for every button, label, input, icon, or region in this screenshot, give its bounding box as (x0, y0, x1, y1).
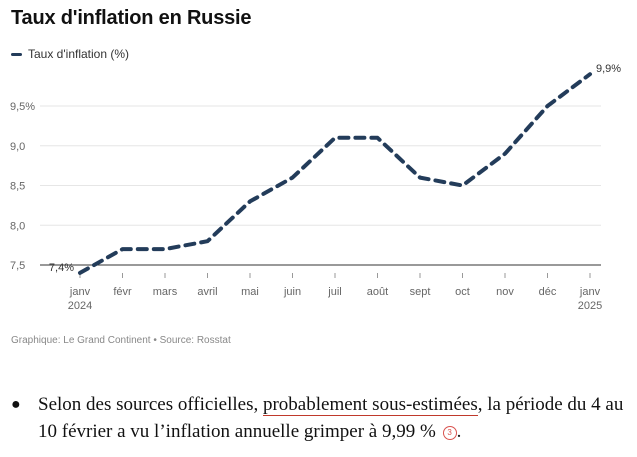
first-value-label: 7,4% (49, 262, 74, 274)
legend-label: Taux d'inflation (%) (28, 47, 130, 61)
chart-source: Graphique: Le Grand Continent • Source: … (11, 335, 231, 346)
inflation-line-chart: 7,5 8,0 8,5 9,0 9,5% janv 2024 févr mars avril mai… (10, 63, 621, 312)
x-tick-label: août (367, 286, 388, 298)
inflation-series-line (78, 72, 592, 275)
y-tick-label: 7,5 (10, 260, 25, 272)
y-tick-label: 8,0 (10, 220, 25, 232)
x-tick-label: nov (496, 286, 514, 298)
bullet-text-start: Selon des sources officielles, (38, 394, 263, 415)
x-tick-label: janv (69, 286, 91, 298)
x-tick-label: oct (455, 286, 470, 298)
x-tick-label: févr (113, 286, 132, 298)
x-tick-label: juil (327, 286, 341, 298)
bullet-text-end: , la période du 4 au 10 février a vu l’i… (38, 394, 624, 442)
underestimated-link[interactable]: probablement sous-estimées (262, 394, 478, 416)
legend: Taux d'inflation (%) (11, 47, 129, 61)
y-tick-label: 9,0 (10, 141, 25, 153)
bullet-text: Selon des sources officielles, probablem… (38, 394, 624, 442)
y-tick-label: 9,5% (10, 101, 35, 113)
x-tick-label: sept (410, 286, 431, 298)
footnote-marker[interactable]: 3 (442, 426, 457, 440)
x-tick-label: mars (153, 286, 178, 298)
x-tick-label: 2025 (578, 300, 602, 312)
article-bullet: ● Selon des sources officielles, probabl… (11, 391, 627, 445)
x-tick-label: déc (539, 286, 557, 298)
x-tick-label: avril (197, 286, 217, 298)
x-tick-label: janv (579, 286, 601, 298)
x-tick-label: mai (241, 286, 259, 298)
bullet-icon: ● (11, 396, 21, 413)
x-tick-label: 2024 (68, 300, 92, 312)
y-tick-label: 8,5 (10, 181, 25, 193)
legend-swatch (11, 52, 22, 56)
last-value-label: 9,9% (596, 63, 621, 75)
chart-title: Taux d'inflation en Russie (11, 7, 252, 29)
x-tick-label: juin (283, 286, 301, 298)
